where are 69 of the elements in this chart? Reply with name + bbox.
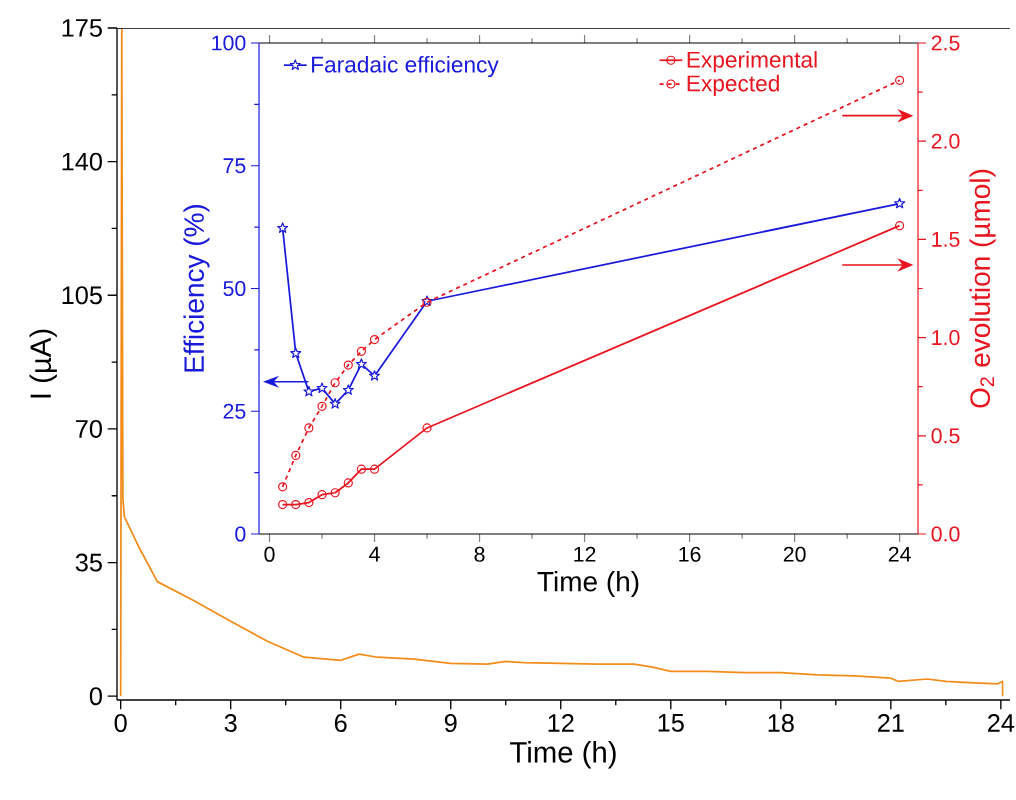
- point: [895, 75, 905, 85]
- x-tick-label: 12: [548, 714, 574, 732]
- point: [422, 423, 432, 433]
- y-tick-label: 140: [62, 152, 102, 171]
- point: [356, 346, 366, 356]
- y2-tick-label: 2.5: [931, 35, 960, 51]
- point: [277, 222, 289, 233]
- y2-tick-label: 2.0: [931, 133, 960, 149]
- point: [330, 488, 340, 498]
- point: [355, 358, 367, 369]
- y-tick-label: 105: [62, 286, 102, 305]
- point: [303, 385, 315, 397]
- point: [290, 347, 302, 359]
- x-tick-label: 24: [888, 546, 911, 562]
- y-tick-label: 0: [89, 687, 102, 706]
- point: [291, 499, 301, 510]
- point: [304, 423, 314, 433]
- point: [291, 450, 301, 461]
- x-tick-label: 6: [334, 714, 347, 732]
- y-tick-label: 175: [62, 19, 102, 37]
- y-tick-label: 50: [223, 280, 246, 297]
- point: [356, 464, 366, 474]
- y-tick-label: 0: [235, 526, 246, 542]
- point: [369, 334, 380, 345]
- y-tick-label: 75: [223, 158, 246, 174]
- x-tick-label: 3: [224, 714, 237, 732]
- x-tick-label: 12: [574, 546, 596, 562]
- x-tick-label: 18: [768, 714, 794, 732]
- x-tick-label: 8: [474, 546, 485, 562]
- y2-axis-title: O$_{2}$ evolution (µmol): [969, 169, 996, 408]
- x-axis-title: Time (h): [537, 570, 639, 598]
- y-tick-label: 100: [212, 35, 246, 51]
- y-axis-title: I (µA): [29, 329, 57, 398]
- point: [329, 398, 341, 409]
- x-tick-label: 9: [444, 714, 457, 732]
- x-tick-label: 15: [658, 714, 684, 732]
- x-tick-label: 20: [783, 546, 806, 562]
- point: [278, 482, 288, 492]
- legend-label: Experimental: [687, 51, 817, 73]
- y-tick-label: 70: [76, 419, 102, 438]
- point: [316, 382, 328, 393]
- x-tick-label: 0: [114, 714, 127, 732]
- y2-tick-label: 1.5: [932, 231, 960, 247]
- y-tick-label: 25: [223, 403, 246, 419]
- point: [304, 497, 314, 508]
- point: [317, 401, 327, 411]
- point: [343, 360, 353, 370]
- x-tick-label: 21: [878, 714, 904, 732]
- y2-tick-label: 1.0: [932, 330, 960, 346]
- point: [342, 384, 354, 395]
- x-axis-title: Time (h): [510, 741, 616, 769]
- y-tick-label: 35: [75, 553, 102, 572]
- point: [278, 499, 288, 510]
- point: [330, 378, 340, 388]
- point: [894, 197, 906, 209]
- x-tick-label: 0: [264, 546, 275, 562]
- legend-label: Faradaic efficiency: [312, 55, 499, 78]
- point: [369, 464, 380, 474]
- x-tick-label: 16: [679, 546, 701, 562]
- legend-label: Expected: [687, 74, 779, 96]
- y2-tick-label: 0.5: [931, 428, 960, 444]
- x-tick-label: 24: [988, 714, 1015, 732]
- point: [317, 490, 327, 500]
- point: [895, 221, 905, 231]
- y2-tick-label: 0.0: [931, 526, 960, 542]
- point: [368, 370, 381, 381]
- point: [343, 478, 353, 488]
- x-tick-label: 4: [369, 546, 380, 562]
- y-axis-title: Efficiency (%): [183, 204, 210, 372]
